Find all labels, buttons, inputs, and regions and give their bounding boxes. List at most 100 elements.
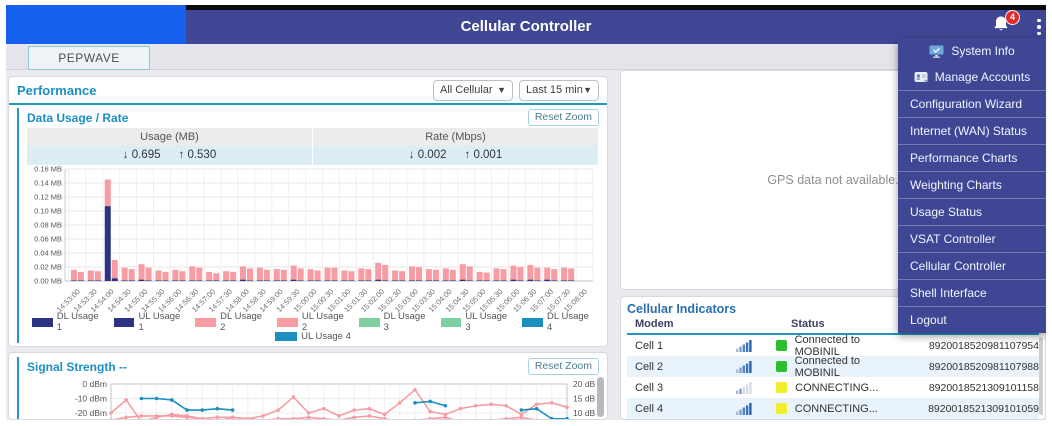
- column-modem: Modem: [635, 318, 674, 330]
- status-text: Connected to MOBINIL: [794, 333, 861, 358]
- overflow-menu-list: Configuration Wizard Internet (WAN) Statu…: [898, 90, 1046, 333]
- legend-swatch: [440, 317, 462, 327]
- modem-cell: Cell 4: [635, 402, 664, 415]
- reset-zoom-button[interactable]: Reset Zoom: [527, 358, 599, 375]
- legend-label: DL Usage 1: [56, 311, 99, 333]
- signal-bars-icon: [736, 403, 752, 415]
- data-usage-chart[interactable]: 0.00 MB 0.02 MB 0.04 MB 0.06 MB 0.08 MB 0.10 …: [27, 165, 597, 315]
- scrollbar-thumb[interactable]: [1039, 337, 1043, 415]
- legend-item[interactable]: DL Usage 2: [195, 311, 267, 333]
- legend-swatch: [358, 317, 380, 327]
- svg-text:-20 dBm: -20 dBm: [75, 408, 107, 418]
- svg-text:0.12 MB: 0.12 MB: [34, 193, 62, 202]
- legend-item[interactable]: DL Usage 4: [522, 311, 594, 333]
- header-left-highlight: [6, 5, 186, 44]
- data-usage-section: Data Usage / Rate Reset Zoom Usage (MB) …: [17, 108, 599, 343]
- more-menu-icon[interactable]: [1032, 15, 1046, 39]
- rate-download: ↓ 0.002: [408, 149, 447, 161]
- tab-pepwave[interactable]: PEPWAVE: [28, 46, 150, 70]
- signal-bars-icon: [736, 340, 752, 352]
- chevron-down-icon: ▼: [583, 85, 592, 95]
- table-row[interactable]: Cell 4 CONNECTING... 8920018521309101059: [627, 398, 1039, 419]
- status-color-square: [775, 403, 787, 414]
- iccid-cell: 8920018521309101059: [928, 402, 1040, 415]
- legend-label: UL Usage 3: [465, 311, 508, 333]
- bell-icon: [994, 16, 1008, 31]
- menu-item-manage-accounts[interactable]: Manage Accounts: [898, 64, 1046, 90]
- legend-label: DL Usage 4: [547, 311, 589, 333]
- signal-strength-title: Signal Strength --: [27, 359, 127, 374]
- performance-header: Performance All Cellular ▼ Last 15 min ▼: [9, 77, 607, 105]
- table-row[interactable]: Cell 3 CONNECTING... 8920018521309101158: [627, 377, 1039, 398]
- cellular-filter-select[interactable]: All Cellular ▼: [433, 79, 513, 101]
- app-window: Cellular Controller 4 PEPWAVE Performanc…: [6, 5, 1046, 420]
- reset-zoom-button[interactable]: Reset Zoom: [527, 109, 599, 126]
- chart-legend-row-1: DL Usage 1 UL Usage 1 DL Usage 2 UL Usage 2…: [27, 311, 599, 333]
- usage-rate-table: Usage (MB) ↓ 0.695 ↑ 0.530 Rate (Mbps) ↓ …: [27, 128, 599, 165]
- status-color-square: [776, 340, 787, 351]
- legend-label: UL Usage 4: [301, 330, 351, 342]
- legend-label: DL Usage 3: [383, 311, 426, 333]
- menu-item-internet-wan-status[interactable]: Internet (WAN) Status: [898, 117, 1046, 144]
- svg-text:-10 dBm: -10 dBm: [75, 394, 107, 404]
- legend-swatch: [522, 317, 544, 327]
- rate-header: Rate (Mbps): [313, 128, 599, 146]
- legend-swatch: [275, 331, 298, 341]
- menu-item-label: System Info: [951, 44, 1015, 58]
- scrollbar-thumb[interactable]: [597, 377, 604, 417]
- modem-cell: Cell 1: [635, 339, 664, 352]
- overflow-menu-top: System Info Manage Accounts: [898, 38, 1046, 90]
- table-row[interactable]: Cell 2 Connected to MOBINIL 89200185209811…: [627, 355, 1039, 379]
- modem-cell: Cell 2: [635, 360, 664, 373]
- usage-values: ↓ 0.695 ↑ 0.530: [27, 146, 313, 165]
- iccid-cell: 8920018521309101158: [928, 381, 1039, 394]
- cellular-indicators-title: Cellular Indicators: [627, 302, 737, 316]
- signal-bars-icon: [736, 361, 752, 373]
- legend-item[interactable]: DL Usage 1: [31, 311, 104, 333]
- status-color-square: [776, 361, 787, 372]
- svg-text:0.02 MB: 0.02 MB: [34, 263, 62, 272]
- menu-item-configuration-wizard[interactable]: Configuration Wizard: [898, 90, 1046, 117]
- legend-label: UL Usage 1: [138, 311, 181, 333]
- menu-item-weighting-charts[interactable]: Weighting Charts: [898, 171, 1046, 198]
- legend-swatch: [277, 317, 298, 327]
- signal-bars-icon: [736, 382, 752, 394]
- performance-title: Performance: [17, 82, 97, 98]
- svg-text:0.08 MB: 0.08 MB: [34, 221, 62, 230]
- menu-item-shell-interface[interactable]: Shell Interface: [898, 279, 1046, 306]
- data-usage-title: Data Usage / Rate: [27, 110, 129, 125]
- legend-item[interactable]: DL Usage 3: [358, 311, 431, 333]
- svg-text:0 dBm: 0 dBm: [82, 379, 107, 389]
- menu-item-performance-charts[interactable]: Performance Charts: [898, 144, 1046, 171]
- svg-text:20 dB: 20 dB: [573, 379, 596, 389]
- tab-row: PEPWAVE: [6, 44, 1046, 70]
- svg-text:15 dB: 15 dB: [573, 394, 596, 404]
- legend-item[interactable]: UL Usage 1: [113, 311, 186, 333]
- status-color-square: [776, 382, 788, 393]
- menu-item-cellular-controller[interactable]: Cellular Controller: [898, 252, 1046, 279]
- notifications-bell-icon[interactable]: 4: [991, 10, 1021, 42]
- svg-text:0.16 MB: 0.16 MB: [34, 165, 62, 174]
- signal-strength-panel: Signal Strength -- Reset Zoom 0 dBm -10 d…: [8, 352, 608, 420]
- usage-download: ↓ 0.695: [122, 149, 161, 161]
- table-row[interactable]: Cell 1 Connected to MOBINIL 89200185209811…: [627, 333, 1039, 358]
- signal-strength-section: Signal Strength -- Reset Zoom 0 dBm -10 d…: [17, 357, 599, 419]
- legend-item[interactable]: UL Usage 4: [275, 331, 351, 342]
- indicators-table-body: Cell 1 Connected to MOBINIL 89200185209811…: [627, 333, 1039, 419]
- legend-label: UL Usage 2: [301, 311, 344, 333]
- iccid-cell: 8920018520981107988: [928, 360, 1039, 373]
- menu-item-system-info[interactable]: System Info: [898, 38, 1046, 64]
- menu-item-vsat-controller[interactable]: VSAT Controller: [898, 225, 1046, 252]
- top-black-strip: [6, 5, 1046, 10]
- svg-text:0.00 MB: 0.00 MB: [34, 277, 62, 286]
- menu-item-usage-status[interactable]: Usage Status: [898, 198, 1046, 225]
- id-card-icon: [914, 72, 928, 82]
- legend-item[interactable]: UL Usage 2: [277, 311, 349, 333]
- time-range-select[interactable]: Last 15 min ▼: [519, 79, 599, 101]
- iccid-cell: 8920018520981107954: [928, 339, 1039, 352]
- notification-badge: 4: [1005, 10, 1020, 25]
- rate-values: ↓ 0.002 ↑ 0.001: [313, 146, 599, 165]
- legend-item[interactable]: UL Usage 3: [440, 311, 513, 333]
- menu-item-logout[interactable]: Logout: [898, 306, 1046, 333]
